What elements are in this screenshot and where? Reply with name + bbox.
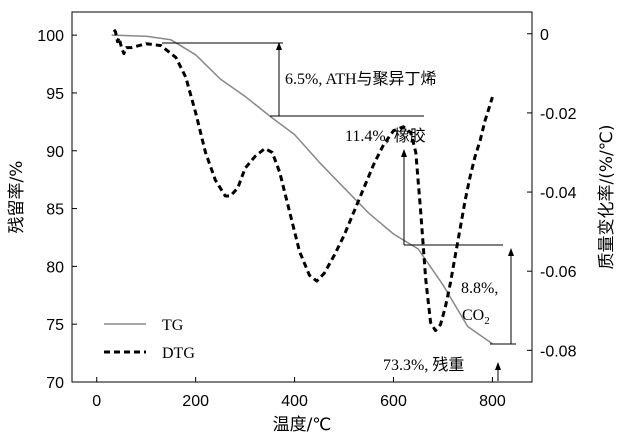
ath-arrow-head [276,42,282,50]
co2-subscript: 2 [484,315,490,327]
right-y-tick-label: -0.06 [540,264,577,281]
x-tick-label: 800 [479,393,506,410]
right-y-tick-label: -0.04 [540,185,577,202]
left-y-tick-label: 90 [46,144,64,161]
left-y-tick-label: 85 [46,202,64,219]
co2-percent-annotation: 8.8%, [461,280,498,297]
x-tick-label: 200 [182,393,209,410]
left-y-tick-label: 80 [46,259,64,276]
left-y-axis-title: 残留率/% [7,161,27,234]
left-y-tick-label: 100 [37,28,64,45]
left-y-tick-label: 95 [46,86,64,103]
residue-annotation: 73.3%, 残重 [383,356,464,374]
x-tick-label: 0 [92,393,101,410]
legend: TG DTG [104,317,195,362]
plot-area [71,11,533,383]
left-y-tick-label: 75 [46,317,64,334]
right-y-tick-label: -0.02 [540,106,577,123]
annotation-lines [162,42,516,381]
right-y-tick-label: 0 [540,27,549,44]
plot-border [71,11,533,383]
ath-annotation: 6.5%, ATH与聚异丁烯 [285,70,437,88]
x-tick-label: 600 [380,393,407,410]
x-axis-title: 温度/℃ [273,415,332,435]
rubber-annotation: 11.4%, 橡胶 [345,127,426,145]
right-y-axis: 0 -0.02 -0.04 -0.06 -0.08 [527,27,577,360]
series-layer [111,28,494,345]
legend-label-dtg: DTG [162,345,195,362]
series-dtg-line [112,28,494,333]
co2-label: CO [462,307,484,324]
left-y-tick-label: 70 [46,375,64,392]
series-tg-line [111,34,493,345]
legend-label-tg: TG [162,317,184,334]
co2-arrow-head [508,248,514,256]
x-axis: 0 200 400 600 800 [92,377,506,410]
right-y-tick-label: -0.08 [540,343,577,360]
right-y-axis-title: 质量变化率/(%/℃) [597,125,617,270]
x-tick-label: 400 [281,393,308,410]
co2-annotation: CO2 [462,307,490,327]
residue-arrow-head [495,362,501,370]
left-y-axis: 70 75 80 85 90 95 100 [37,28,77,392]
rubber-arrow-head [401,149,407,157]
